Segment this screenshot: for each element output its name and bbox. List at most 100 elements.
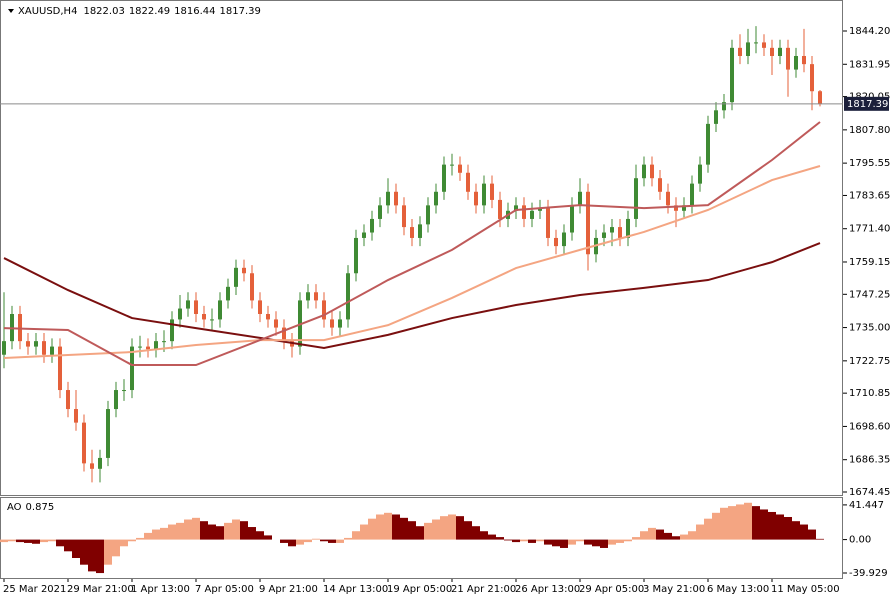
indicator-bar (0, 539, 8, 543)
indicator-bar (296, 539, 304, 545)
y-tick-label: 1759.15 (849, 257, 890, 268)
indicator-bar (816, 538, 824, 540)
indicator-bar (320, 539, 328, 542)
indicator-bar (528, 539, 536, 543)
moving-average (3, 165, 821, 359)
candle-body (2, 341, 6, 355)
candle-body (122, 390, 126, 392)
candle-body (786, 47, 790, 70)
candle-body (26, 341, 30, 347)
candle-body (490, 183, 494, 200)
candle-body (514, 205, 518, 211)
indicator-bar (552, 539, 560, 547)
indicator-bar (504, 539, 512, 541)
y-tick-label: 1771.40 (849, 224, 890, 235)
indicator-bar (16, 539, 24, 543)
candle-body (794, 55, 798, 70)
indicator-bar (480, 531, 488, 540)
candle-body (218, 300, 222, 320)
candle-body (186, 300, 190, 309)
menu-arrow[interactable] (8, 9, 14, 13)
x-tick-label: 14 Apr 13:00 (323, 584, 388, 595)
candle-body (706, 123, 710, 165)
indicator-bar (64, 539, 72, 552)
indicator-bar (808, 529, 816, 540)
candle-body (42, 341, 46, 355)
candle-body (738, 47, 742, 56)
x-tick-label: 3 May 21:00 (643, 584, 705, 595)
y-tick-label: 1722.75 (849, 356, 890, 367)
indicator-tick-label: 41.447 (849, 500, 884, 511)
y-tick-label: 1844.20 (849, 26, 890, 37)
header-close: 1817.39 (220, 6, 261, 17)
indicator-bar (520, 539, 528, 542)
candle-body (482, 183, 486, 206)
candle-body (570, 205, 574, 233)
candle-body (562, 232, 566, 247)
candle-body (450, 164, 454, 166)
indicator-bar (560, 539, 568, 548)
indicator-bar (280, 539, 288, 543)
y-tick-label: 1795.55 (849, 158, 890, 169)
candle-body (642, 164, 646, 179)
indicator-bar (792, 521, 800, 540)
indicator-bar (616, 539, 624, 543)
candle-body (18, 313, 22, 342)
symbol: XAUUSD,H4 (18, 6, 77, 17)
candle-body (82, 422, 86, 464)
indicator-bar (576, 539, 584, 542)
indicator-bar (704, 518, 712, 540)
moving-average (3, 242, 821, 349)
indicator-name: AO (7, 502, 22, 513)
candle-body (458, 164, 462, 173)
candle-body (162, 341, 166, 343)
y-tick-label: 1807.80 (849, 125, 890, 136)
x-tick-label: 25 Mar 2021 (3, 584, 66, 595)
candle-body (210, 319, 214, 321)
indicator-bar (592, 539, 600, 547)
indicator-bar (240, 521, 248, 540)
candle-body (586, 191, 590, 255)
indicator-bar (600, 539, 608, 548)
indicator-bar (584, 539, 592, 545)
candle-body (410, 227, 414, 238)
candle-body (50, 346, 54, 355)
candle-body (754, 42, 758, 44)
indicator-bar (728, 506, 736, 540)
indicator-bar (800, 524, 808, 540)
price-pane (0, 0, 843, 496)
indicator-bar (472, 526, 480, 540)
candle-body (282, 327, 286, 342)
indicator-bar (568, 539, 576, 545)
x-tick-label: 29 Apr 05:00 (579, 584, 644, 595)
indicator-bar (88, 539, 96, 572)
candle-body (266, 313, 270, 320)
indicator-tick-label: -39.929 (849, 568, 888, 579)
indicator-bar (544, 539, 552, 545)
candle-body (274, 319, 278, 328)
indicator-bar (152, 529, 160, 540)
candle-body (730, 47, 734, 103)
indicator-bar (632, 537, 640, 540)
candle-body (306, 292, 310, 301)
indicator-bar (256, 531, 264, 540)
indicator-value: 0.875 (26, 502, 55, 513)
y-tick-label: 1710.85 (849, 388, 890, 399)
candle-body (74, 409, 78, 423)
indicator-bar (24, 539, 32, 543)
candle-body (682, 205, 686, 211)
indicator-bar (424, 522, 432, 540)
price-label: 1817.39 (847, 99, 888, 110)
candle-body (714, 110, 718, 124)
indicator-bar (304, 539, 312, 543)
indicator-bar (216, 526, 224, 540)
indicator-bar (136, 537, 144, 540)
indicator-bar (760, 509, 768, 540)
candle-body (58, 346, 62, 391)
x-tick-label: 26 Apr 13:00 (515, 584, 580, 595)
indicator-bar (360, 524, 368, 540)
indicator-bar (768, 511, 776, 540)
indicator-bar (8, 539, 16, 542)
candle-body (650, 164, 654, 179)
